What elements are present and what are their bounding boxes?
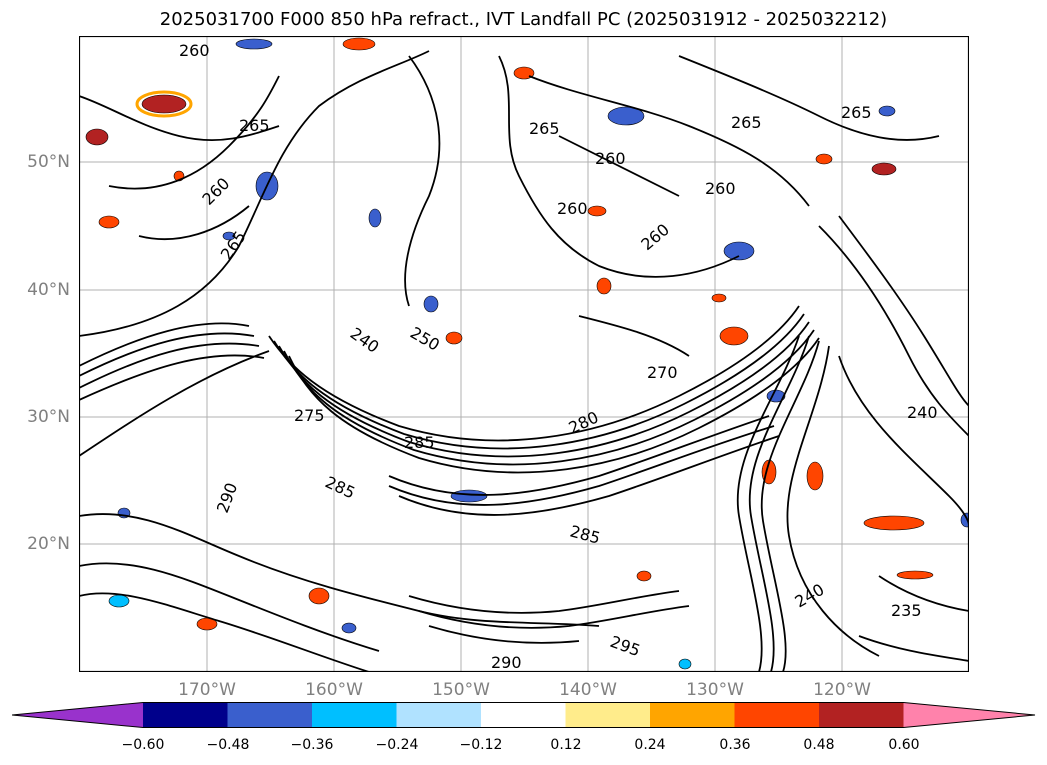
colorbar-segment <box>565 702 651 728</box>
longitude-label: 150°W <box>432 680 490 700</box>
colorbar-tick-label: −0.60 <box>121 737 165 753</box>
pc-anomaly-fills <box>85 37 969 670</box>
refractivity-contours <box>79 50 969 672</box>
contour-label: 260 <box>705 179 736 198</box>
colorbar-segment <box>734 702 820 728</box>
contour-label: 275 <box>294 406 325 425</box>
colorbar-tick-label: 0.48 <box>803 737 835 753</box>
colorbar-segment <box>312 702 397 728</box>
colorbar <box>12 702 1036 728</box>
colorbar-outline <box>12 702 1036 728</box>
contour-label: 235 <box>891 601 922 620</box>
map-panel[interactable]: 260 265 260 265 240 250 275 285 285 280 … <box>79 36 969 672</box>
contour-label: 260 <box>179 41 210 60</box>
colorbar-tick-label: 0.24 <box>634 737 666 753</box>
contour-label: 290 <box>491 653 522 672</box>
colorbar-tick-label: −0.12 <box>459 737 503 753</box>
latitude-label: 50°N <box>27 152 70 172</box>
contour-label: 260 <box>595 149 626 168</box>
colorbar-segment <box>227 702 313 728</box>
contour-label: 240 <box>907 403 938 422</box>
colorbar-segment <box>396 702 482 728</box>
colorbar-segment <box>819 702 904 728</box>
map-frame <box>79 36 969 672</box>
colorbar-extend-low <box>12 702 143 728</box>
contour-label: 265 <box>841 103 872 122</box>
contour-label: 285 <box>404 433 435 452</box>
contour-label: 270 <box>647 363 678 382</box>
colorbar-tick-label: 0.12 <box>550 737 582 753</box>
contour-label: 265 <box>529 119 560 138</box>
contour-label: 265 <box>239 116 270 135</box>
longitude-label: 120°W <box>813 680 871 700</box>
longitude-label: 160°W <box>305 680 363 700</box>
map-title: 2025031700 F000 850 hPa refract., IVT La… <box>159 9 888 30</box>
latitude-label: 20°N <box>27 534 70 554</box>
contour-label: 265 <box>731 113 762 132</box>
colorbar-tick-label: 0.60 <box>888 737 920 753</box>
longitude-label: 140°W <box>559 680 617 700</box>
colorbar-extend-high <box>903 702 1035 728</box>
colorbar-segment <box>481 702 566 728</box>
colorbar-segment <box>650 702 735 728</box>
colorbar-tick-label: −0.36 <box>290 737 334 753</box>
colorbar-tick-label: 0.36 <box>719 737 751 753</box>
colorbar-segment <box>143 702 228 728</box>
longitude-label: 130°W <box>686 680 744 700</box>
contour-label: 260 <box>557 199 588 218</box>
latitude-label: 30°N <box>27 407 70 427</box>
colorbar-tick-label: −0.48 <box>206 737 250 753</box>
longitude-label: 170°W <box>178 680 236 700</box>
map-gridlines <box>79 36 969 672</box>
latitude-label: 40°N <box>27 280 70 300</box>
colorbar-tick-label: −0.24 <box>375 737 419 753</box>
